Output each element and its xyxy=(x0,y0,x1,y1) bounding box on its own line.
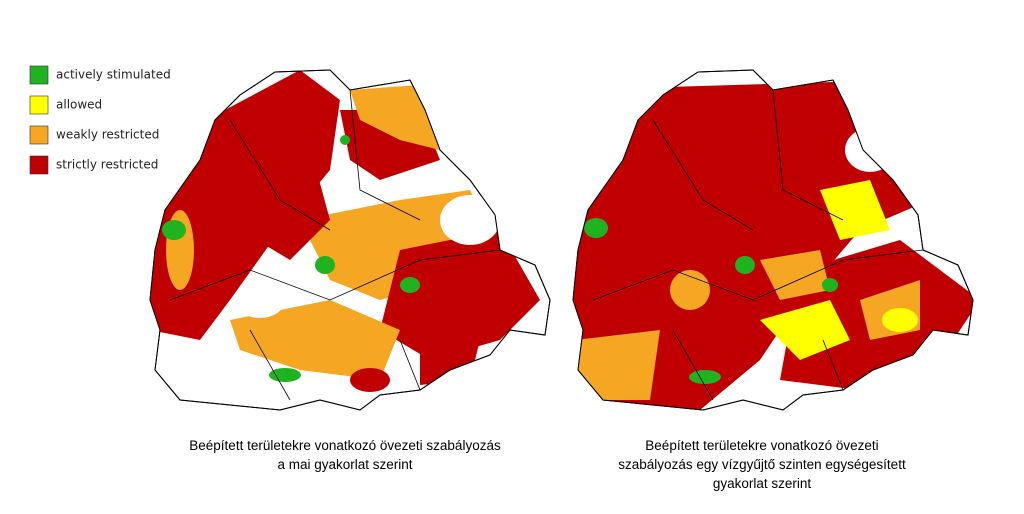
legend-label: allowed xyxy=(56,98,102,112)
legend-label: actively stimulated xyxy=(56,68,171,82)
legend-swatch xyxy=(29,95,49,115)
map-right xyxy=(572,69,974,411)
map-caption: szabályozás egy vízgyűjtő szinten egység… xyxy=(618,457,906,472)
legend-swatch xyxy=(29,155,49,175)
legend-label: weakly restricted xyxy=(56,128,159,142)
legend-swatch xyxy=(29,65,49,85)
map-caption: Beépített területekre vonatkozó övezeti xyxy=(645,438,878,453)
legend: actively stimulated allowed weakly restric… xyxy=(29,65,171,175)
captions: Beépített területekre vonatkozó övezeti … xyxy=(189,438,906,491)
map-caption: a mai gyakorlat szerint xyxy=(277,457,412,472)
map-caption: Beépített területekre vonatkozó övezeti … xyxy=(189,438,501,453)
legend-swatch xyxy=(29,125,49,145)
map-caption: gyakorlat szerint xyxy=(713,476,812,491)
map-left xyxy=(149,69,551,411)
legend-label: strictly restricted xyxy=(56,158,158,172)
